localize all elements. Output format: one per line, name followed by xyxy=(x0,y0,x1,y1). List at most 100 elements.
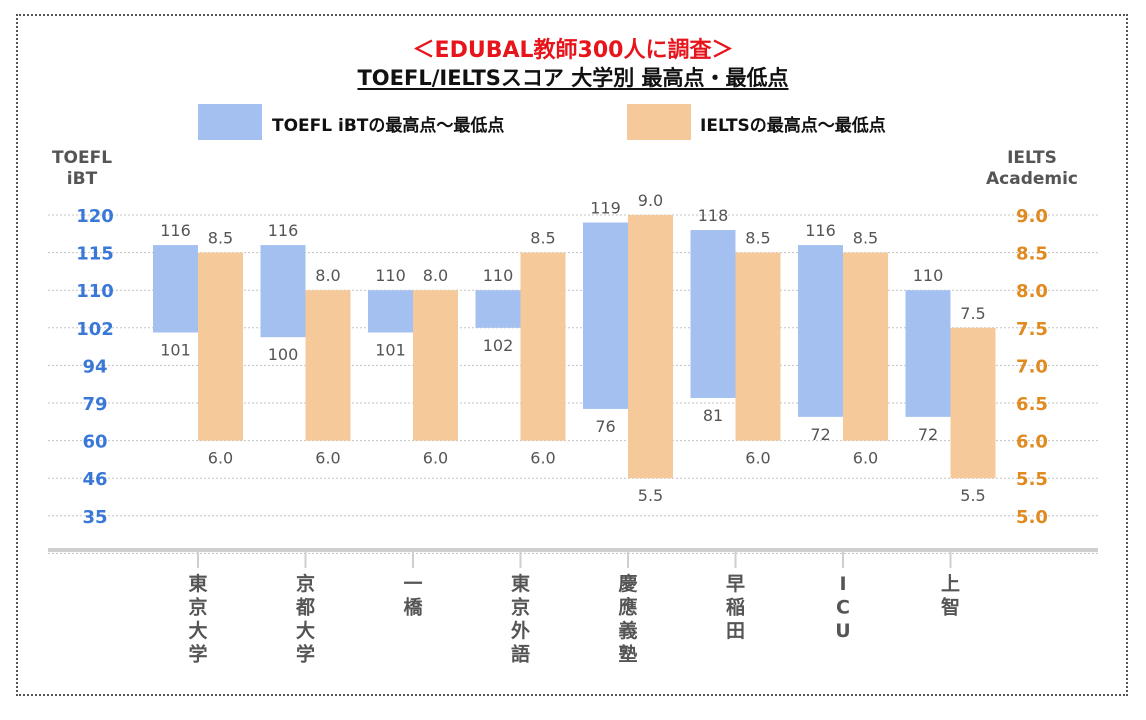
category-label-char: 上 xyxy=(941,573,960,595)
toefl-max-label: 119 xyxy=(590,199,621,218)
right-tick-label: 5.0 xyxy=(1016,507,1048,528)
left-tick-label: 110 xyxy=(76,281,114,302)
right-axis-title-line2: Academic xyxy=(985,169,1079,189)
ielts-bar xyxy=(843,252,888,441)
ielts-bar xyxy=(628,215,673,479)
ielts-min-label: 6.0 xyxy=(315,449,340,468)
category-label-char: U xyxy=(835,620,850,642)
legend-swatch-ielts xyxy=(627,104,691,140)
toefl-bar xyxy=(260,245,306,338)
toefl-min-label: 72 xyxy=(918,425,938,444)
category-label-char: 應 xyxy=(618,596,637,619)
category-label-char: 稲 xyxy=(726,597,745,619)
left-tick-label: 35 xyxy=(82,507,107,528)
right-tick-label: 8.5 xyxy=(1016,244,1048,265)
category-label: 京都大学 xyxy=(295,572,315,666)
right-axis-title: IELTS Academic xyxy=(970,148,1094,190)
category-label-char: 京 xyxy=(296,572,315,595)
category-label-char: 学 xyxy=(188,643,207,666)
toefl-bar xyxy=(690,230,736,398)
ielts-max-label: 8.0 xyxy=(315,266,340,285)
category-label-char: 橋 xyxy=(403,596,423,619)
toefl-max-label: 116 xyxy=(805,221,836,240)
ielts-max-label: 8.5 xyxy=(853,229,878,248)
category-label: 早稲田 xyxy=(726,573,745,642)
left-tick-label: 79 xyxy=(82,394,107,415)
toefl-max-label: 110 xyxy=(483,266,514,285)
category-label: 上智 xyxy=(941,573,960,619)
category-label-char: 義 xyxy=(618,619,637,642)
category-label-char: 語 xyxy=(511,643,530,666)
toefl-min-label: 72 xyxy=(810,425,830,444)
toefl-bar xyxy=(153,245,198,333)
category-label-char: 東 xyxy=(188,572,207,595)
right-tick-label: 9.0 xyxy=(1016,206,1048,227)
chart-subtitle-text: TOEFL/IELTSスコア 大学別 最高点・最低点 xyxy=(357,66,789,90)
toefl-min-label: 76 xyxy=(595,417,615,436)
category-label-char: 塾 xyxy=(618,643,637,666)
category-label: 慶應義塾 xyxy=(617,572,637,666)
ielts-bar xyxy=(198,252,243,441)
category-label-char: 東 xyxy=(511,572,530,595)
ielts-min-label: 6.0 xyxy=(853,449,878,468)
ielts-min-label: 6.0 xyxy=(208,449,233,468)
category-label-char: 外 xyxy=(511,619,530,642)
left-tick-label: 94 xyxy=(82,356,107,377)
toefl-max-label: 118 xyxy=(698,206,729,225)
toefl-bar xyxy=(798,245,843,417)
toefl-max-label: 116 xyxy=(268,221,299,240)
toefl-bar xyxy=(368,290,413,333)
toefl-bar xyxy=(475,290,521,328)
left-tick-label: 46 xyxy=(82,469,107,490)
ielts-max-label: 9.0 xyxy=(638,191,663,210)
toefl-max-label: 116 xyxy=(160,221,191,240)
ielts-min-label: 5.5 xyxy=(638,486,663,505)
toefl-bar xyxy=(905,290,951,417)
category-label-char: 田 xyxy=(726,620,745,642)
right-tick-label: 5.5 xyxy=(1016,469,1048,490)
toefl-max-label: 110 xyxy=(375,266,406,285)
category-label-char: 大 xyxy=(296,619,315,642)
category-label-char: C xyxy=(836,597,850,619)
category-label: 東京外語 xyxy=(511,572,530,666)
category-label-char: 京 xyxy=(188,596,207,619)
toefl-min-label: 101 xyxy=(160,341,191,360)
right-tick-label: 7.0 xyxy=(1016,356,1048,377)
ielts-bar xyxy=(413,290,458,441)
category-label-char: 京 xyxy=(511,596,530,619)
category-label-char: 智 xyxy=(941,596,960,619)
toefl-min-label: 101 xyxy=(375,341,406,360)
ielts-min-label: 6.0 xyxy=(530,449,555,468)
category-label-char: 都 xyxy=(295,597,315,619)
ielts-bar xyxy=(735,252,781,441)
category-label-char: 学 xyxy=(296,643,315,666)
ielts-min-label: 6.0 xyxy=(745,449,770,468)
category-label-char: 早 xyxy=(726,573,745,595)
legend-label-toefl: TOEFL iBTの最高点～最低点 xyxy=(272,116,505,136)
ielts-bar xyxy=(950,327,996,479)
right-tick-label: 7.5 xyxy=(1016,319,1048,340)
left-tick-label: 102 xyxy=(76,319,114,340)
chart-subtitle: TOEFL/IELTSスコア 大学別 最高点・最低点 xyxy=(0,62,1146,92)
ielts-max-label: 8.5 xyxy=(530,229,555,248)
category-label: 一橋 xyxy=(403,573,423,619)
chart-title: ＜EDUBAL教師300人に調査＞ xyxy=(412,38,734,63)
ielts-min-label: 5.5 xyxy=(960,486,985,505)
toefl-min-label: 81 xyxy=(703,406,723,425)
category-label-char: I xyxy=(839,573,846,595)
ielts-max-label: 8.0 xyxy=(423,266,448,285)
toefl-min-label: 100 xyxy=(268,345,299,364)
category-label-char: 一 xyxy=(403,573,422,595)
toefl-min-label: 102 xyxy=(483,336,514,355)
category-label-char: 慶 xyxy=(617,572,637,595)
left-axis-title-line1: TOEFL xyxy=(51,148,113,168)
category-label: 東京大学 xyxy=(188,572,207,666)
left-axis-title: TOEFL iBT xyxy=(44,148,120,190)
right-tick-label: 8.0 xyxy=(1016,281,1048,302)
toefl-max-label: 110 xyxy=(913,266,944,285)
category-label-char: 大 xyxy=(188,619,207,642)
ielts-bar xyxy=(520,252,566,441)
left-tick-label: 115 xyxy=(76,244,114,265)
